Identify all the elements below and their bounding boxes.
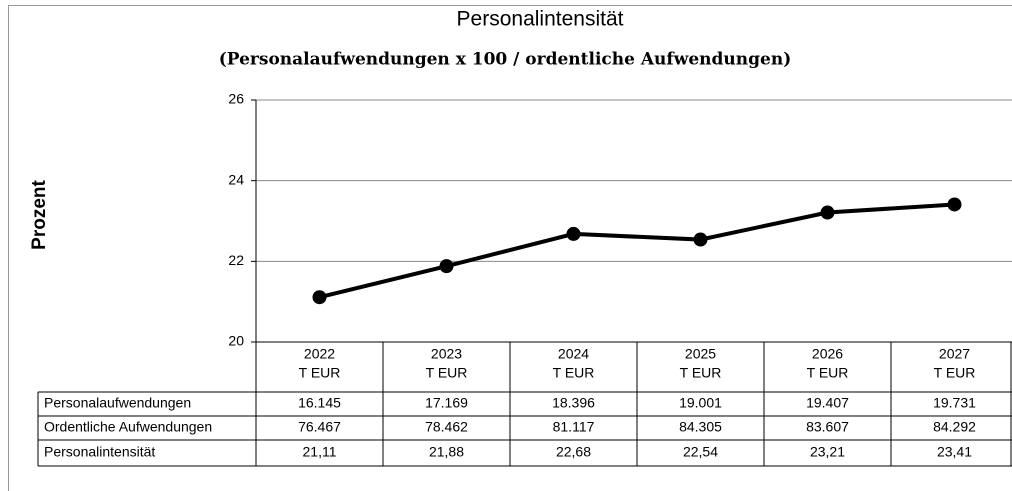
x-tick-unit: T EUR bbox=[934, 365, 976, 381]
x-tick-label: 2027 bbox=[939, 346, 970, 362]
table-cell: 78.462 bbox=[425, 419, 468, 435]
x-tick-label: 2022 bbox=[304, 346, 335, 362]
data-point bbox=[566, 226, 581, 241]
table-cell: 83.607 bbox=[806, 419, 849, 435]
frame bbox=[8, 5, 1012, 491]
data-point bbox=[820, 205, 835, 220]
chart-title: Personalintensität bbox=[457, 8, 624, 31]
y-tick-label: 22 bbox=[228, 252, 244, 268]
table-cell: 22,54 bbox=[683, 444, 718, 460]
x-tick-label: 2026 bbox=[812, 346, 843, 362]
x-tick-unit: T EUR bbox=[680, 365, 722, 381]
table-cell: 19.731 bbox=[933, 395, 976, 411]
table-cell: 23,41 bbox=[937, 444, 972, 460]
row-label: Personalintensität bbox=[44, 444, 155, 460]
table-cell: 19.001 bbox=[679, 395, 722, 411]
table-cell: 21,88 bbox=[429, 444, 464, 460]
x-tick-unit: T EUR bbox=[807, 365, 849, 381]
x-tick-label: 2025 bbox=[685, 346, 716, 362]
x-tick-unit: T EUR bbox=[553, 365, 595, 381]
table-cell: 19.407 bbox=[806, 395, 849, 411]
table-cell: 17.169 bbox=[425, 395, 468, 411]
table-cell: 18.396 bbox=[552, 395, 595, 411]
data-point bbox=[693, 232, 708, 247]
row-label: Ordentliche Aufwendungen bbox=[44, 419, 212, 435]
table-cell: 84.305 bbox=[679, 419, 722, 435]
y-tick-label: 26 bbox=[228, 91, 244, 107]
table-cell: 76.467 bbox=[298, 419, 341, 435]
y-tick-label: 20 bbox=[228, 333, 244, 349]
table-cell: 21,11 bbox=[303, 444, 337, 460]
x-tick-unit: T EUR bbox=[426, 365, 468, 381]
x-tick-label: 2023 bbox=[431, 346, 462, 362]
chart-subtitle: (Personalaufwendungen x 100 / ordentlich… bbox=[219, 50, 792, 70]
x-tick-unit: T EUR bbox=[299, 365, 341, 381]
data-point bbox=[947, 197, 962, 212]
table-cell: 16.145 bbox=[298, 395, 341, 411]
y-axis-label: Prozent bbox=[29, 179, 50, 249]
data-point bbox=[439, 259, 454, 274]
table-cell: 84.292 bbox=[933, 419, 976, 435]
data-line bbox=[319, 202, 955, 300]
table-cell: 22,68 bbox=[556, 444, 591, 460]
table-cell: 81.117 bbox=[553, 419, 595, 435]
x-tick-label: 2024 bbox=[558, 346, 589, 362]
data-point bbox=[312, 290, 327, 305]
y-tick-label: 24 bbox=[228, 171, 244, 187]
table-cell: 23,21 bbox=[810, 444, 845, 460]
row-label: Personalaufwendungen bbox=[44, 395, 191, 411]
